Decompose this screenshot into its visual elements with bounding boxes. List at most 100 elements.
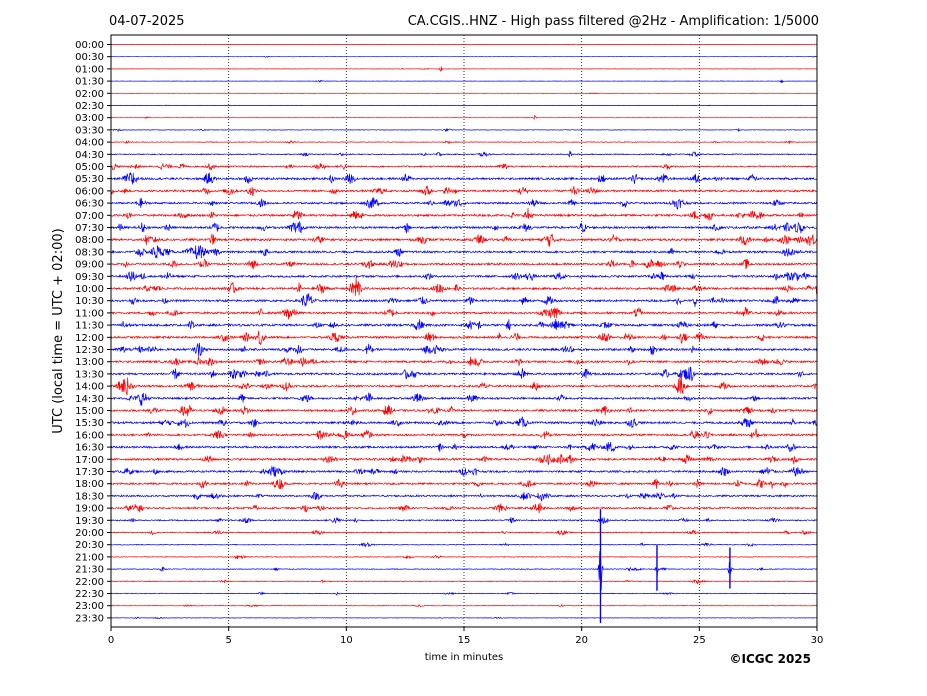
trace-row xyxy=(110,185,817,197)
trace-row xyxy=(111,92,818,95)
row-label: 01:30 xyxy=(75,77,104,88)
row-label: 05:00 xyxy=(75,162,104,173)
chart-title: CA.CGIS..HNZ - High pass filtered @2Hz -… xyxy=(408,14,819,29)
trace-row xyxy=(110,453,818,466)
copyright-label: ©ICGC 2025 xyxy=(729,652,811,666)
row-label: 08:30 xyxy=(75,247,104,258)
trace-row xyxy=(110,428,818,440)
trace-row xyxy=(110,271,818,283)
trace-row xyxy=(110,258,818,270)
row-label: 20:30 xyxy=(75,540,104,551)
trace-row xyxy=(110,355,818,368)
trace-row xyxy=(110,197,818,210)
trace-row xyxy=(110,465,817,477)
trace-row xyxy=(110,578,818,585)
row-label: 04:00 xyxy=(75,138,104,149)
trace-row xyxy=(110,79,818,84)
trace-row xyxy=(110,554,818,560)
row-label: 08:00 xyxy=(75,235,104,246)
row-label: 11:30 xyxy=(75,321,104,332)
x-tick-label: 10 xyxy=(340,635,353,646)
trace-row xyxy=(110,478,818,490)
trace-row xyxy=(110,163,818,171)
trace-row xyxy=(110,441,818,453)
row-label: 01:00 xyxy=(75,64,104,75)
x-tick-label: 5 xyxy=(225,635,231,646)
row-label: 17:00 xyxy=(75,455,104,466)
trace-row xyxy=(110,150,818,158)
row-label: 02:00 xyxy=(75,89,104,100)
row-label: 09:00 xyxy=(75,260,104,271)
row-label: 13:00 xyxy=(75,357,104,368)
trace-row xyxy=(110,404,818,417)
row-label: 19:00 xyxy=(75,504,104,515)
row-label: 07:30 xyxy=(75,223,104,234)
row-label: 19:30 xyxy=(75,516,104,527)
trace-row xyxy=(110,342,818,357)
trace-row xyxy=(110,171,818,185)
x-axis-ticks: 0 5 10 15 20 25 30 xyxy=(108,627,824,646)
trace-row xyxy=(110,104,818,107)
row-label: 03:00 xyxy=(75,113,104,124)
trace-row xyxy=(110,392,818,406)
row-label: 06:00 xyxy=(75,186,104,197)
plot-frame xyxy=(110,34,818,628)
trace-row xyxy=(110,542,817,548)
y-axis-label: UTC (local time = UTC + 02:00) xyxy=(51,228,66,433)
row-label: 14:30 xyxy=(75,394,104,405)
trace-row xyxy=(110,293,818,307)
row-label: 21:30 xyxy=(75,565,104,576)
row-label: 10:30 xyxy=(75,296,104,307)
trace-row xyxy=(111,66,817,73)
row-label: 14:00 xyxy=(75,382,104,393)
chart-date: 04-07-2025 xyxy=(109,14,185,29)
trace-row xyxy=(111,516,818,524)
trace-row xyxy=(110,591,818,596)
trace-row xyxy=(110,127,818,133)
trace-row xyxy=(110,306,818,320)
row-label: 13:30 xyxy=(75,369,104,380)
trace-row xyxy=(110,221,818,235)
trace-row xyxy=(110,529,817,536)
row-label: 16:00 xyxy=(75,430,104,441)
row-label: 23:30 xyxy=(75,613,104,624)
trace-row xyxy=(110,415,818,429)
row-label: 05:30 xyxy=(75,174,104,185)
vertical-gridlines xyxy=(228,35,700,627)
trace-row xyxy=(110,375,818,396)
row-label: 16:30 xyxy=(75,443,104,454)
row-label: 22:30 xyxy=(75,589,104,600)
trace-row xyxy=(110,115,817,121)
row-label: 00:00 xyxy=(75,40,104,51)
row-label: 18:00 xyxy=(75,479,104,490)
row-label: 21:00 xyxy=(75,552,104,563)
row-label: 03:30 xyxy=(75,125,104,136)
row-label: 12:30 xyxy=(75,345,104,356)
x-tick-label: 0 xyxy=(108,635,114,646)
trace-row xyxy=(110,277,818,296)
row-label: 00:30 xyxy=(75,52,104,63)
x-tick-label: 30 xyxy=(811,635,824,646)
row-label: 09:30 xyxy=(75,272,104,283)
x-tick-label: 20 xyxy=(575,635,588,646)
trace-row xyxy=(110,551,818,591)
row-label: 04:30 xyxy=(75,150,104,161)
trace-row xyxy=(110,55,817,58)
trace-row xyxy=(110,502,818,514)
trace-row xyxy=(110,43,818,46)
trace-row xyxy=(110,233,818,247)
row-label: 17:30 xyxy=(75,467,104,478)
trace-row xyxy=(110,616,818,620)
trace-row xyxy=(111,244,818,260)
x-tick-label: 15 xyxy=(458,635,471,646)
x-tick-label: 25 xyxy=(693,635,706,646)
row-label: 06:30 xyxy=(75,199,104,210)
trace-row xyxy=(110,330,818,345)
row-label: 18:30 xyxy=(75,491,104,502)
trace-row xyxy=(110,366,818,382)
row-label: 11:00 xyxy=(75,308,104,319)
trace-row xyxy=(110,140,817,145)
row-label: 20:00 xyxy=(75,528,104,539)
